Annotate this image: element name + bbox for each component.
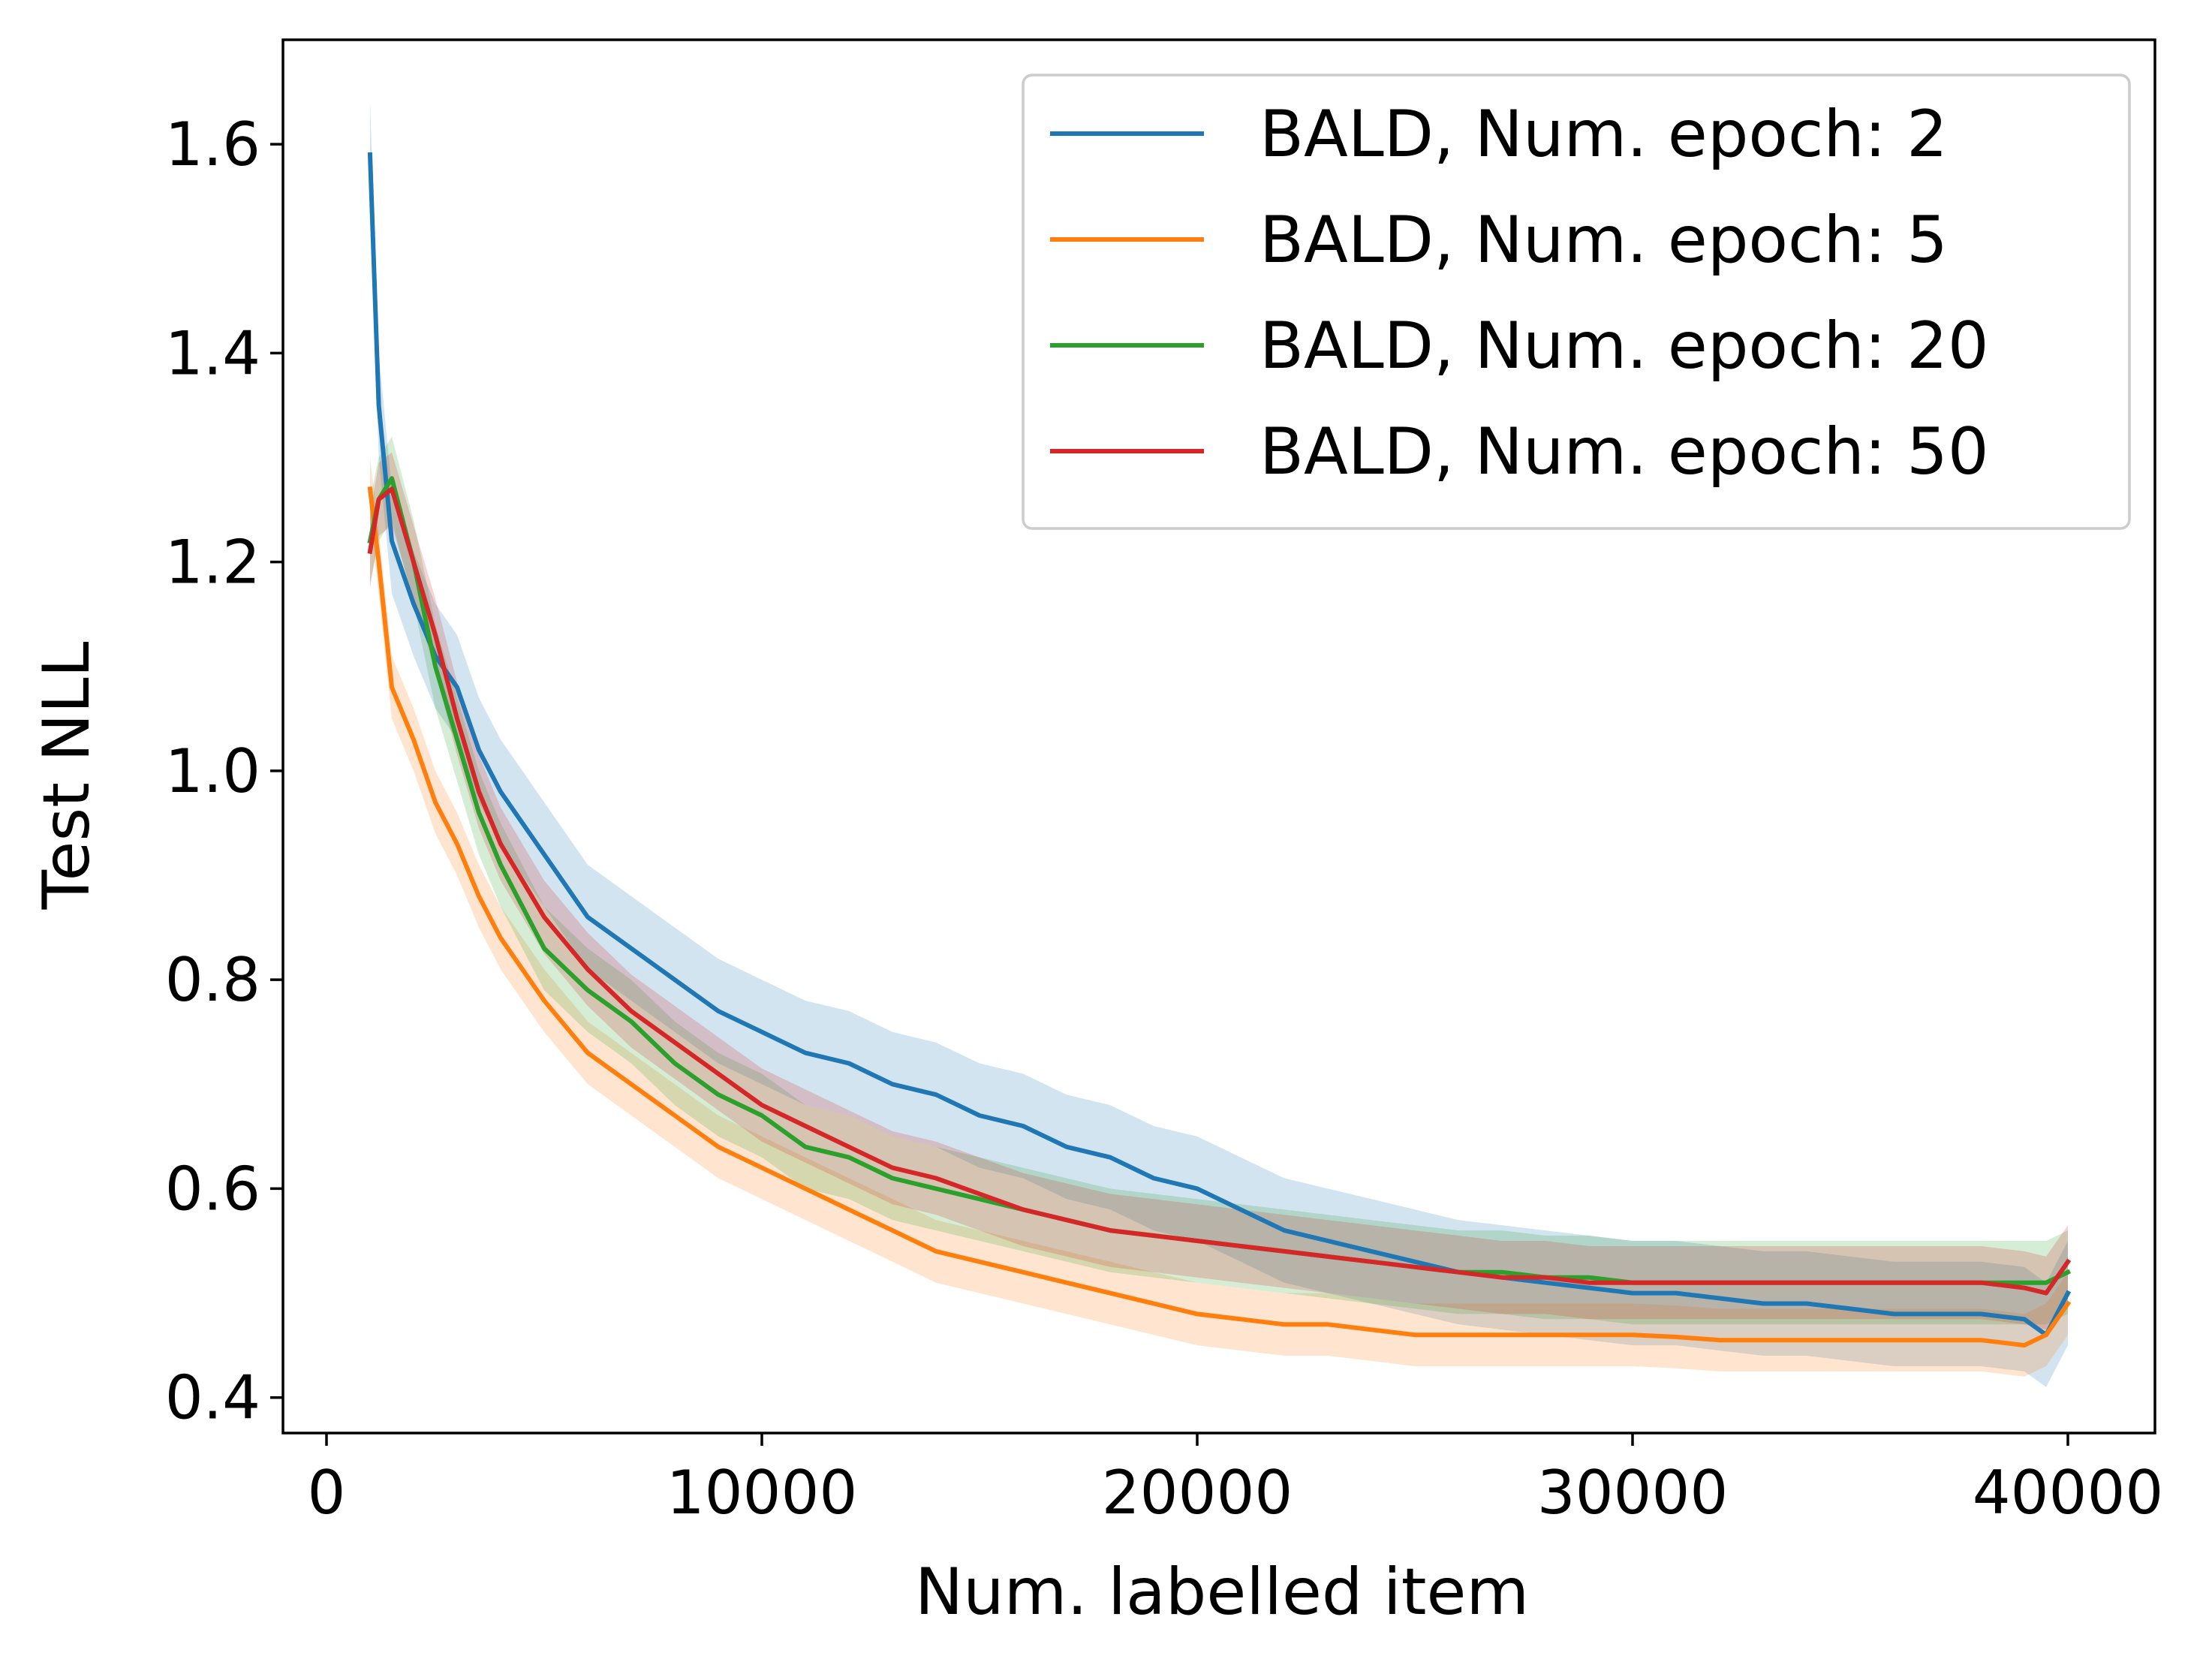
legend-label-2: BALD, Num. epoch: 5 [1259, 203, 1948, 278]
x-tick-label: 20000 [1102, 1458, 1293, 1528]
series-band-4 [370, 452, 2068, 1330]
x-tick-label: 10000 [667, 1458, 858, 1528]
legend-label-4: BALD, Num. epoch: 50 [1259, 414, 1989, 489]
y-tick-label: 0.8 [165, 945, 260, 1015]
x-tick-label: 30000 [1537, 1458, 1729, 1528]
x-tick-label: 40000 [1973, 1458, 2164, 1528]
series-line-2[interactable] [367, 486, 2072, 1348]
x-axis: 0 10000 20000 30000 40000 [308, 1433, 2164, 1528]
plot-frame [281, 38, 2156, 1435]
legend-label-3: BALD, Num. epoch: 20 [1259, 309, 1989, 384]
y-axis: 0.4 0.6 0.8 1.0 1.2 1.4 1.6 [165, 110, 283, 1433]
y-tick-label: 0.4 [165, 1363, 260, 1433]
legend-label-1: BALD, Num. epoch: 2 [1259, 97, 1948, 172]
confidence-bands [370, 102, 2068, 1387]
y-tick-label: 1.4 [165, 318, 260, 388]
y-tick-label: 1.0 [165, 736, 260, 806]
y-axis-label: Test NLL [29, 641, 104, 910]
y-tick-label: 1.6 [165, 110, 260, 179]
x-tick-label: 0 [308, 1458, 346, 1528]
legend-frame [1022, 74, 2131, 530]
series-lines [367, 152, 2072, 1348]
series-band-1 [370, 102, 2068, 1387]
y-tick-label: 0.6 [165, 1154, 260, 1224]
series-line-4[interactable] [367, 486, 2072, 1296]
x-axis-label: Num. labelled item [915, 1555, 1529, 1630]
series-band-3 [370, 436, 2068, 1325]
y-tick-label: 1.2 [165, 528, 260, 598]
series-line-1[interactable] [367, 152, 2072, 1338]
legend[interactable]: BALD, Num. epoch: 2 BALD, Num. epoch: 5 BA… [1022, 74, 2131, 530]
